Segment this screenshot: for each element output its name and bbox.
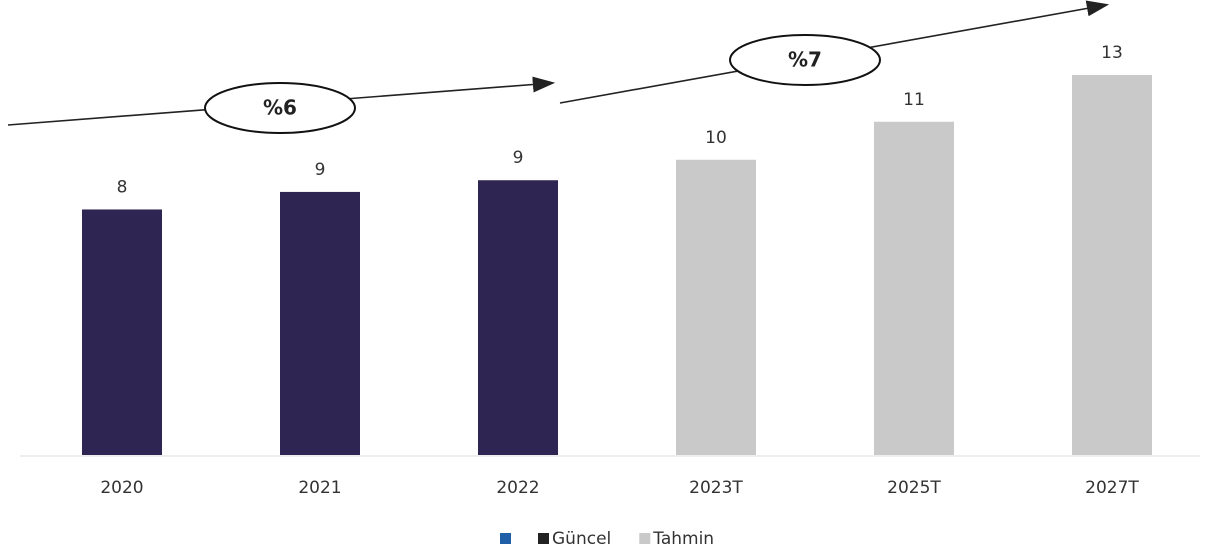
data-label: 9 (315, 160, 326, 180)
data-label: 10 (705, 128, 727, 148)
data-label: 8 (117, 177, 128, 197)
legend-label: Güncel (552, 529, 611, 549)
annotation: %7 (788, 48, 822, 72)
x-tick-label: 2022 (496, 478, 539, 498)
x-tick-label: 2020 (100, 478, 143, 498)
annotation-ellipse (729, 34, 881, 86)
x-tick-label: 2025T (887, 478, 941, 498)
bar (1072, 75, 1152, 455)
legend-marker (639, 533, 651, 544)
bar (478, 180, 558, 455)
bar (280, 191, 360, 455)
bar (676, 159, 756, 455)
bar (82, 209, 162, 455)
legend-marker (538, 533, 549, 544)
legend-label: Tahmin (652, 529, 714, 549)
annotation-ellipse (204, 82, 356, 134)
data-label: 11 (903, 90, 925, 110)
bar (874, 121, 954, 456)
x-tick-label: 2027T (1085, 478, 1139, 498)
x-tick-label: 2021 (298, 478, 341, 498)
annotation: %6 (263, 96, 297, 120)
data-label: 13 (1101, 43, 1123, 63)
data-label: 9 (513, 148, 524, 168)
x-tick-label: 2023T (689, 478, 743, 498)
legend-marker (500, 533, 511, 544)
